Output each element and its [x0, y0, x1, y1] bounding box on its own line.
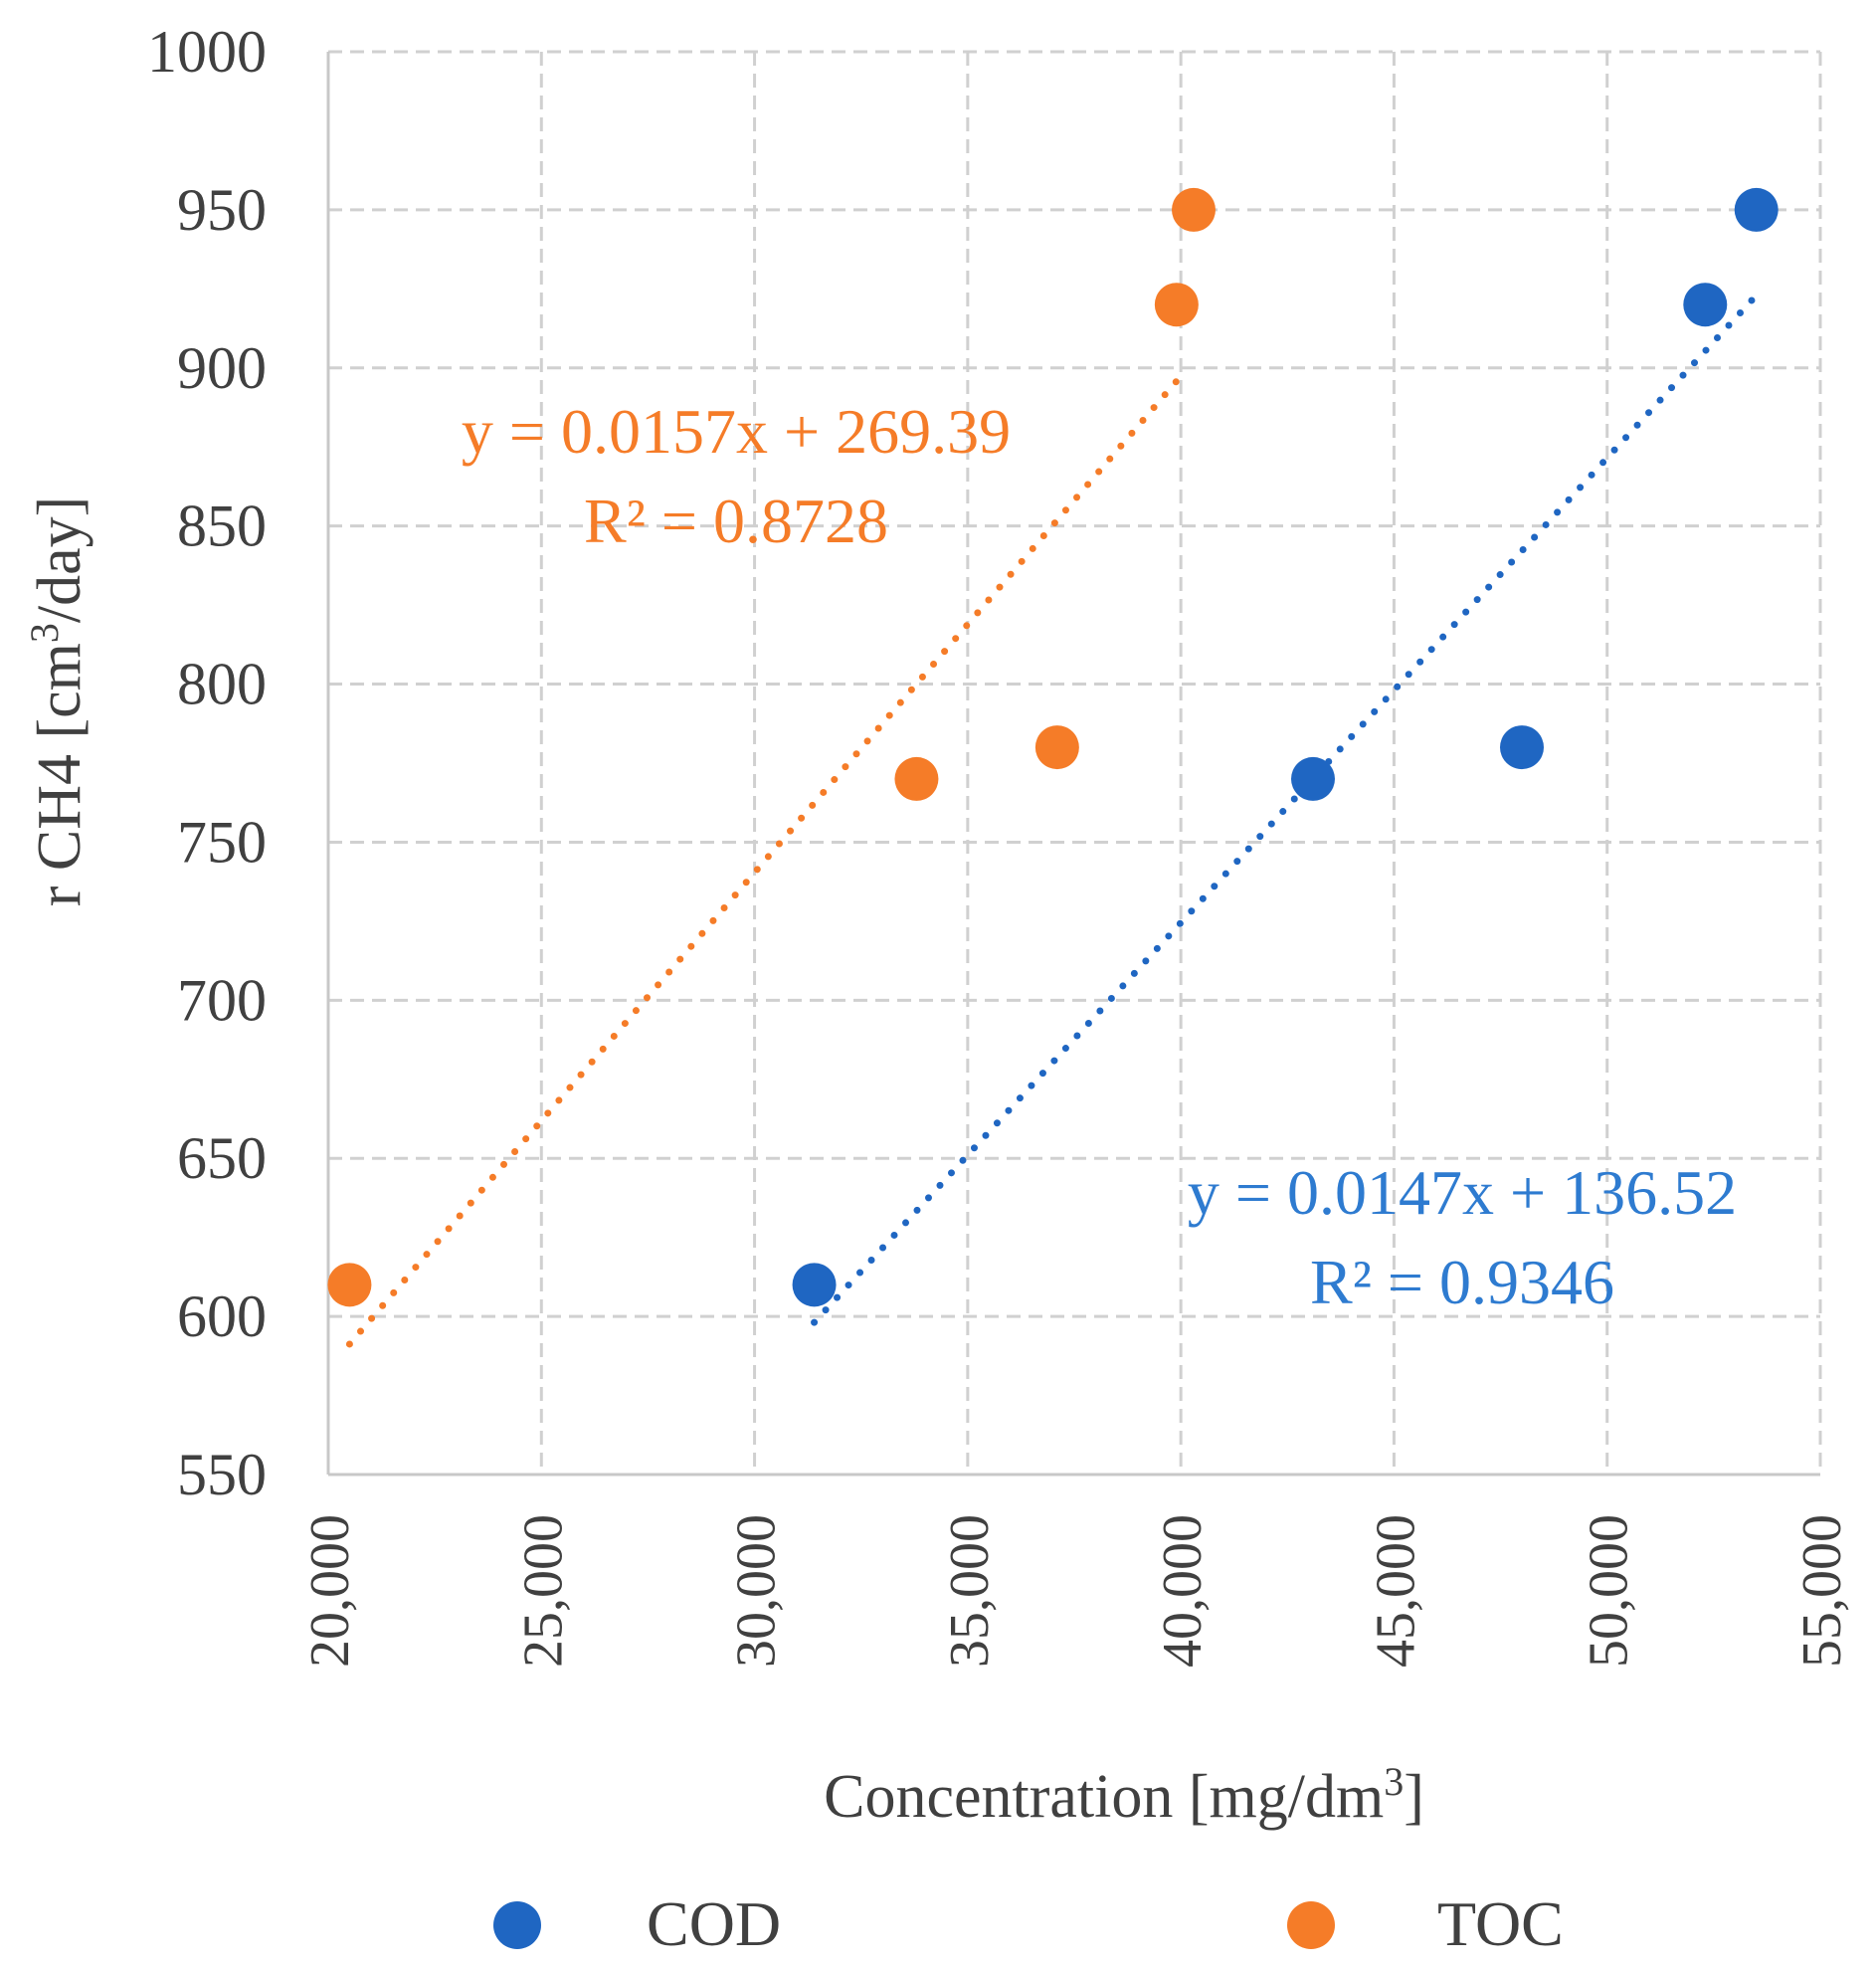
- cod-r-squared: R² = 0.9346: [1310, 1247, 1614, 1317]
- y-tick-label: 650: [177, 1125, 267, 1191]
- toc-data-point: [894, 756, 939, 801]
- grid: [328, 50, 1822, 1475]
- cod-data-point: [1734, 187, 1779, 232]
- toc-data-point: [1034, 725, 1079, 770]
- x-tick-label: 45,000: [1365, 1514, 1426, 1668]
- y-tick-label: 750: [177, 809, 267, 875]
- legend-marker-toc: [1287, 1901, 1335, 1949]
- axes: [326, 52, 1820, 1477]
- x-tick-label: 30,000: [726, 1514, 788, 1668]
- toc-r-squared: R² = 0.8728: [584, 486, 888, 556]
- y-tick-label: 600: [177, 1283, 267, 1349]
- y-tick-label: 850: [177, 493, 267, 559]
- cod-data-point: [1500, 725, 1544, 770]
- legend-label-toc: TOC: [1437, 1888, 1564, 1959]
- x-tick-label: 50,000: [1579, 1514, 1640, 1668]
- toc-data-point: [1172, 187, 1216, 232]
- y-tick-label: 900: [177, 335, 267, 401]
- y-tick-label: 1000: [147, 19, 267, 85]
- cod-equation: y = 0.0147x + 136.52: [1188, 1157, 1737, 1228]
- legend-marker-cod: [493, 1901, 541, 1949]
- x-axis-label: Concentration [mg/dm3]: [824, 1759, 1424, 1831]
- tick-labels: 550 600 650 700 750 800 850 900 950 1000 20,000 25,…: [147, 19, 1853, 1668]
- y-tick-label: 950: [177, 177, 267, 243]
- x-tick-label: 40,000: [1152, 1514, 1214, 1668]
- toc-equation: y = 0.0157x + 269.39: [462, 396, 1011, 467]
- cod-data-point: [1683, 283, 1728, 327]
- x-tick-label: 55,000: [1791, 1514, 1853, 1668]
- y-axis-label: r CH4 [cm3/day]: [22, 496, 94, 907]
- x-tick-label: 35,000: [939, 1514, 1001, 1668]
- y-tick-label: 700: [177, 967, 267, 1033]
- y-tick-label: 550: [177, 1442, 267, 1507]
- legend: COD TOC: [493, 1888, 1564, 1959]
- x-tick-label: 25,000: [512, 1514, 574, 1668]
- cod-data-point: [792, 1263, 837, 1307]
- y-tick-label: 800: [177, 652, 267, 717]
- toc-data-point: [327, 1263, 372, 1307]
- data-points: [327, 187, 1779, 1307]
- cod-data-point: [1291, 756, 1335, 801]
- legend-label-cod: COD: [647, 1888, 781, 1959]
- toc-data-point: [1154, 283, 1199, 327]
- x-tick-label: 20,000: [299, 1514, 361, 1668]
